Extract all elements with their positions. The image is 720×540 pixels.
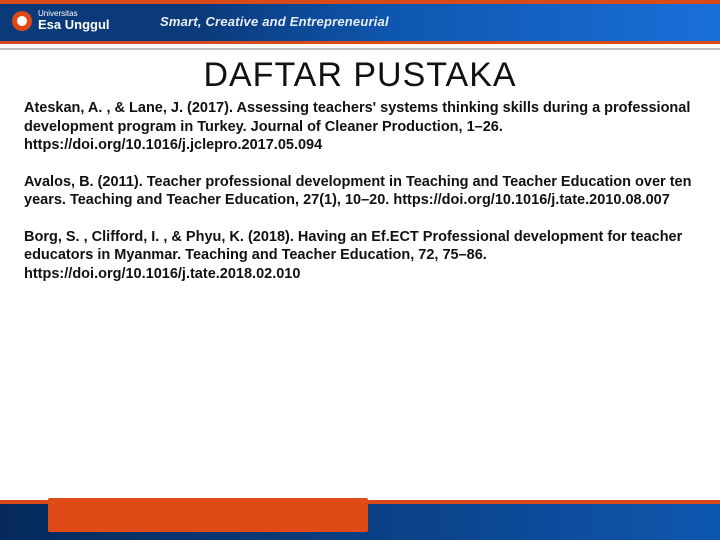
header-tagline: Smart, Creative and Entrepreneurial <box>160 14 389 29</box>
logo-icon <box>12 11 32 31</box>
reference-item: Avalos, B. (2011). Teacher professional … <box>24 173 696 210</box>
reference-item: Borg, S. , Clifford, I. , & Phyu, K. (20… <box>24 228 696 284</box>
reference-item: Ateskan, A. , & Lane, J. (2017). Assessi… <box>24 99 696 155</box>
university-logo: Universitas Esa Unggul <box>0 10 110 31</box>
footer-orange-block <box>48 498 368 532</box>
references-list: Ateskan, A. , & Lane, J. (2017). Assessi… <box>0 99 720 283</box>
slide-header: Universitas Esa Unggul Smart, Creative a… <box>0 0 720 44</box>
slide-footer <box>0 470 720 540</box>
page-title: DAFTAR PUSTAKA <box>0 56 720 95</box>
logo-text: Universitas Esa Unggul <box>38 10 110 31</box>
header-separator <box>0 48 720 50</box>
header-accent-stripe <box>0 0 720 4</box>
logo-main-text: Esa Unggul <box>38 17 110 32</box>
